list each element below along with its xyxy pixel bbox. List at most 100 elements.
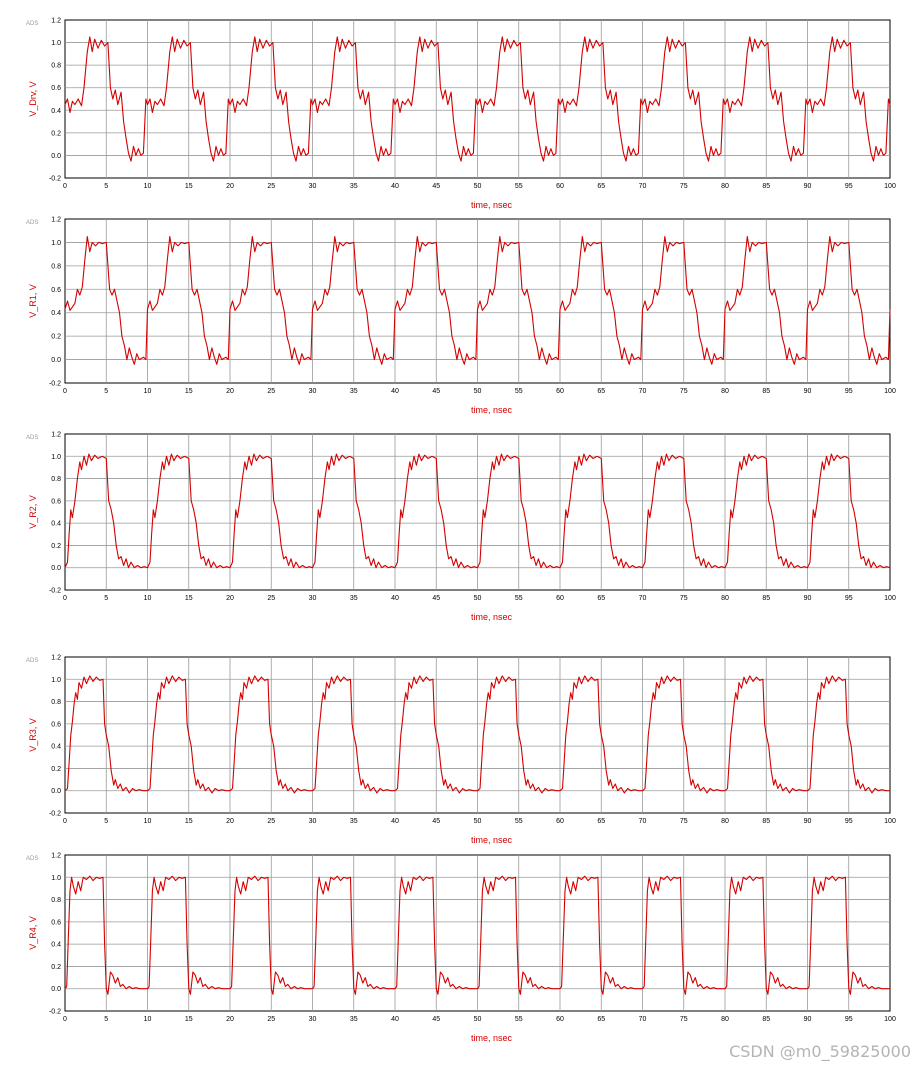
series-line-1 bbox=[64, 875, 890, 995]
x-tick-label: 50 bbox=[474, 818, 482, 825]
x-tick-label: 50 bbox=[474, 183, 482, 190]
x-tick-label: 65 bbox=[597, 1016, 605, 1023]
x-tick-label: 65 bbox=[597, 818, 605, 825]
x-axis-label: time, nsec bbox=[471, 835, 513, 845]
x-tick-label: 60 bbox=[556, 388, 564, 395]
y-tick-label: 1.2 bbox=[51, 432, 61, 439]
x-tick-label: 100 bbox=[884, 388, 896, 395]
x-tick-label: 0 bbox=[63, 388, 67, 395]
x-tick-label: 85 bbox=[762, 1016, 770, 1023]
x-tick-label: 100 bbox=[884, 1016, 896, 1023]
x-tick-label: 40 bbox=[391, 818, 399, 825]
y-tick-label: 0.6 bbox=[51, 919, 61, 926]
x-tick-label: 30 bbox=[309, 1016, 317, 1023]
x-tick-label: 85 bbox=[762, 595, 770, 602]
x-tick-label: 75 bbox=[680, 388, 688, 395]
x-tick-label: 65 bbox=[597, 388, 605, 395]
y-tick-label: 0.2 bbox=[51, 543, 61, 550]
x-tick-label: 55 bbox=[515, 818, 523, 825]
y-tick-label: 0.2 bbox=[51, 766, 61, 773]
x-tick-label: 85 bbox=[762, 818, 770, 825]
x-tick-label: 20 bbox=[226, 595, 234, 602]
y-tick-label: 0.4 bbox=[51, 108, 61, 115]
y-tick-label: 0.4 bbox=[51, 310, 61, 317]
x-tick-label: 50 bbox=[474, 388, 482, 395]
x-tick-label: 30 bbox=[309, 595, 317, 602]
x-tick-label: 0 bbox=[63, 818, 67, 825]
series-line-1 bbox=[64, 236, 891, 365]
x-tick-label: 80 bbox=[721, 818, 729, 825]
y-tick-label: 1.2 bbox=[51, 853, 61, 860]
y-tick-label: -0.2 bbox=[49, 588, 61, 595]
y-tick-label: 0.6 bbox=[51, 287, 61, 294]
y-tick-label: 0.4 bbox=[51, 942, 61, 949]
x-tick-label: 25 bbox=[267, 183, 275, 190]
x-tick-label: 45 bbox=[432, 818, 440, 825]
y-tick-label: -0.2 bbox=[49, 381, 61, 388]
series-line-1 bbox=[64, 453, 891, 569]
x-tick-label: 70 bbox=[639, 595, 647, 602]
x-tick-label: 85 bbox=[762, 183, 770, 190]
y-tick-label: 0.8 bbox=[51, 476, 61, 483]
x-tick-label: 20 bbox=[226, 183, 234, 190]
x-tick-label: 80 bbox=[721, 183, 729, 190]
y-tick-label: 0.2 bbox=[51, 130, 61, 137]
x-tick-label: 55 bbox=[515, 595, 523, 602]
plot-4: 0 5 10 15 20 25 30 35 40 45 50 55 60 65 70 75 80 85 90 95 10… bbox=[26, 655, 896, 846]
x-tick-label: 95 bbox=[845, 595, 853, 602]
x-tick-label: 35 bbox=[350, 1016, 358, 1023]
y-tick-label: 1.0 bbox=[51, 240, 61, 247]
y-tick-label: 1.2 bbox=[51, 655, 61, 662]
y-tick-label: 0.0 bbox=[51, 986, 61, 993]
x-tick-label: 10 bbox=[144, 388, 152, 395]
x-tick-label: 5 bbox=[104, 183, 108, 190]
x-axis-label: time, nsec bbox=[471, 612, 513, 622]
y-axis-label: V_R1, V bbox=[28, 284, 38, 318]
x-tick-label: 15 bbox=[185, 1016, 193, 1023]
x-tick-label: 10 bbox=[144, 183, 152, 190]
x-tick-label: 25 bbox=[267, 818, 275, 825]
plot-1: 0 5 10 15 20 25 30 35 40 45 50 55 60 65 70 75 80 85 90 95 10… bbox=[26, 18, 896, 211]
x-tick-label: 45 bbox=[432, 183, 440, 190]
x-tick-label: 0 bbox=[63, 595, 67, 602]
x-tick-label: 15 bbox=[185, 595, 193, 602]
x-tick-label: 35 bbox=[350, 183, 358, 190]
x-tick-label: 25 bbox=[267, 595, 275, 602]
y-tick-label: 0.0 bbox=[51, 788, 61, 795]
x-tick-label: 95 bbox=[845, 183, 853, 190]
ads-badge: ADS bbox=[26, 21, 38, 27]
x-tick-label: 100 bbox=[884, 595, 896, 602]
y-tick-label: 0.2 bbox=[51, 334, 61, 341]
x-tick-label: 15 bbox=[185, 183, 193, 190]
x-tick-label: 30 bbox=[309, 183, 317, 190]
x-tick-label: 30 bbox=[309, 388, 317, 395]
y-tick-label: 1.0 bbox=[51, 875, 61, 882]
y-tick-label: 0.0 bbox=[51, 565, 61, 572]
x-tick-label: 55 bbox=[515, 183, 523, 190]
y-tick-label: 0.6 bbox=[51, 498, 61, 505]
x-tick-label: 55 bbox=[515, 388, 523, 395]
plot-5: 0 5 10 15 20 25 30 35 40 45 50 55 60 65 70 75 80 85 90 95 10… bbox=[26, 853, 896, 1044]
series-line-1 bbox=[64, 675, 890, 794]
x-tick-label: 80 bbox=[721, 388, 729, 395]
x-tick-label: 50 bbox=[474, 595, 482, 602]
x-tick-label: 70 bbox=[639, 818, 647, 825]
x-tick-label: 75 bbox=[680, 183, 688, 190]
y-tick-label: 0.8 bbox=[51, 897, 61, 904]
x-tick-label: 75 bbox=[680, 595, 688, 602]
series-line-1 bbox=[64, 36, 891, 162]
x-tick-label: 15 bbox=[185, 818, 193, 825]
x-tick-label: 60 bbox=[556, 818, 564, 825]
x-tick-label: 90 bbox=[804, 1016, 812, 1023]
y-tick-label: 0.4 bbox=[51, 521, 61, 528]
x-tick-label: 80 bbox=[721, 595, 729, 602]
x-tick-label: 40 bbox=[391, 183, 399, 190]
plot-2: 0 5 10 15 20 25 30 35 40 45 50 55 60 65 70 75 80 85 90 95 10… bbox=[26, 217, 896, 416]
x-tick-label: 10 bbox=[144, 595, 152, 602]
x-tick-label: 90 bbox=[804, 595, 812, 602]
y-tick-label: 0.0 bbox=[51, 153, 61, 160]
x-tick-label: 0 bbox=[63, 1016, 67, 1023]
x-tick-label: 75 bbox=[680, 1016, 688, 1023]
ads-badge: ADS bbox=[26, 856, 38, 862]
